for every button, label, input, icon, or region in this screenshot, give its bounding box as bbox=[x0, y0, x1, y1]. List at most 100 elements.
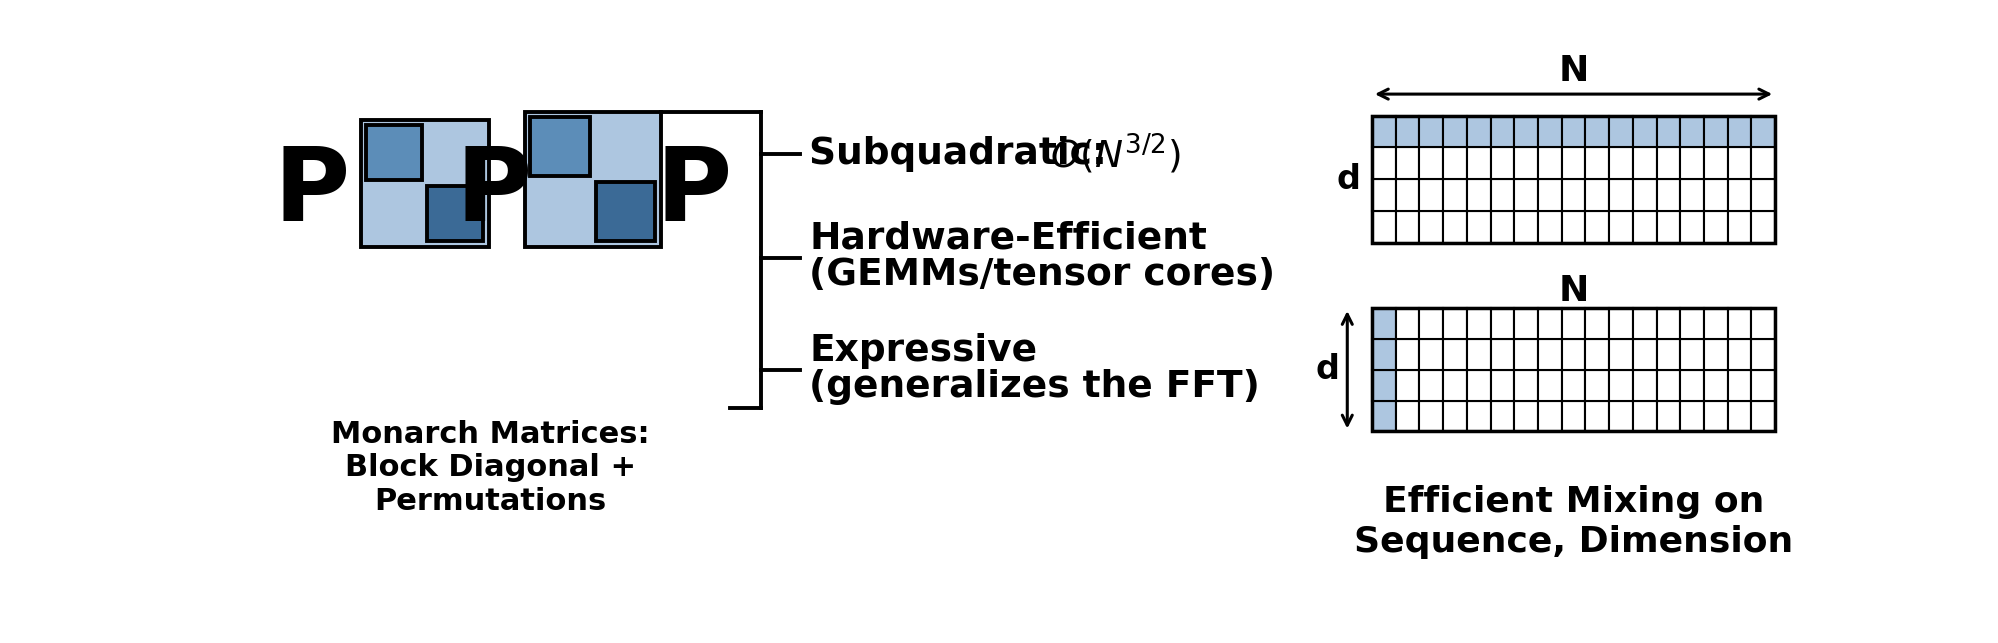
Bar bbox=[1395, 308, 1419, 339]
Bar bbox=[1584, 339, 1608, 370]
Text: Efficient Mixing on
Sequence, Dimension: Efficient Mixing on Sequence, Dimension bbox=[1353, 485, 1792, 559]
Bar bbox=[1608, 370, 1632, 401]
Bar bbox=[1514, 116, 1536, 147]
Bar bbox=[1395, 339, 1419, 370]
Bar bbox=[1467, 308, 1491, 339]
Bar bbox=[1656, 116, 1680, 147]
Bar bbox=[1750, 179, 1774, 211]
Bar bbox=[1608, 339, 1632, 370]
Bar bbox=[1656, 308, 1680, 339]
Bar bbox=[1584, 211, 1608, 242]
Bar bbox=[1750, 339, 1774, 370]
Bar bbox=[1632, 370, 1656, 401]
Bar bbox=[1632, 339, 1656, 370]
Bar bbox=[1560, 147, 1584, 179]
Bar bbox=[1632, 211, 1656, 242]
Bar bbox=[1608, 401, 1632, 431]
Bar bbox=[1702, 179, 1726, 211]
Bar bbox=[1467, 116, 1491, 147]
Bar bbox=[1726, 116, 1750, 147]
Bar bbox=[1750, 211, 1774, 242]
Bar bbox=[1560, 179, 1584, 211]
Bar bbox=[1584, 308, 1608, 339]
Bar bbox=[1560, 211, 1584, 242]
Bar bbox=[1371, 116, 1395, 147]
Bar bbox=[1443, 339, 1467, 370]
Bar bbox=[1395, 179, 1419, 211]
Bar bbox=[1680, 179, 1702, 211]
Bar bbox=[1536, 308, 1560, 339]
Bar bbox=[1419, 339, 1443, 370]
Text: N: N bbox=[1558, 54, 1588, 88]
Bar bbox=[1680, 339, 1702, 370]
Bar bbox=[1726, 401, 1750, 431]
Bar bbox=[1750, 370, 1774, 401]
Bar bbox=[1632, 308, 1656, 339]
Bar bbox=[1371, 179, 1395, 211]
Bar bbox=[1560, 370, 1584, 401]
Bar bbox=[1371, 370, 1395, 401]
Bar bbox=[1514, 370, 1536, 401]
Bar bbox=[1632, 116, 1656, 147]
Bar bbox=[1514, 308, 1536, 339]
Text: N: N bbox=[1558, 274, 1588, 308]
Bar bbox=[1656, 179, 1680, 211]
Bar bbox=[1584, 179, 1608, 211]
Bar bbox=[1750, 401, 1774, 431]
Bar bbox=[1726, 147, 1750, 179]
Bar bbox=[1419, 308, 1443, 339]
Bar bbox=[1680, 211, 1702, 242]
Bar bbox=[1608, 211, 1632, 242]
Bar bbox=[1443, 370, 1467, 401]
Bar bbox=[529, 117, 589, 176]
Bar bbox=[1702, 116, 1726, 147]
Bar bbox=[1608, 179, 1632, 211]
Bar bbox=[1584, 147, 1608, 179]
Bar bbox=[1750, 308, 1774, 339]
Text: Expressive: Expressive bbox=[809, 332, 1037, 368]
Bar bbox=[1536, 401, 1560, 431]
Bar bbox=[1491, 401, 1514, 431]
Bar bbox=[1395, 147, 1419, 179]
Bar bbox=[1395, 370, 1419, 401]
Text: P: P bbox=[456, 142, 531, 243]
Bar bbox=[525, 112, 659, 246]
Bar bbox=[1443, 308, 1467, 339]
Bar bbox=[360, 120, 488, 246]
Bar bbox=[1656, 370, 1680, 401]
Bar bbox=[1371, 211, 1395, 242]
Bar bbox=[1419, 401, 1443, 431]
Bar bbox=[1560, 401, 1584, 431]
Bar bbox=[1514, 401, 1536, 431]
Bar bbox=[1608, 147, 1632, 179]
Bar bbox=[1467, 401, 1491, 431]
Bar bbox=[1680, 308, 1702, 339]
Bar bbox=[1467, 339, 1491, 370]
Bar bbox=[1443, 211, 1467, 242]
Bar bbox=[1656, 339, 1680, 370]
Bar bbox=[1632, 147, 1656, 179]
Bar bbox=[1491, 179, 1514, 211]
Bar bbox=[1536, 147, 1560, 179]
Bar bbox=[1632, 401, 1656, 431]
Bar bbox=[1560, 308, 1584, 339]
Bar bbox=[1702, 211, 1726, 242]
Bar bbox=[1726, 211, 1750, 242]
Bar bbox=[1395, 116, 1419, 147]
Bar bbox=[1608, 308, 1632, 339]
Text: (GEMMs/tensor cores): (GEMMs/tensor cores) bbox=[809, 257, 1275, 293]
Bar bbox=[1395, 211, 1419, 242]
Bar bbox=[1371, 339, 1395, 370]
Bar bbox=[1680, 116, 1702, 147]
Bar bbox=[1419, 179, 1443, 211]
Bar bbox=[1491, 308, 1514, 339]
Bar bbox=[1419, 370, 1443, 401]
Bar bbox=[1750, 147, 1774, 179]
Bar bbox=[1560, 339, 1584, 370]
Bar bbox=[1584, 370, 1608, 401]
Bar bbox=[1371, 147, 1395, 179]
Bar bbox=[1467, 211, 1491, 242]
Bar bbox=[1514, 179, 1536, 211]
Bar bbox=[595, 182, 655, 241]
Bar bbox=[1467, 179, 1491, 211]
